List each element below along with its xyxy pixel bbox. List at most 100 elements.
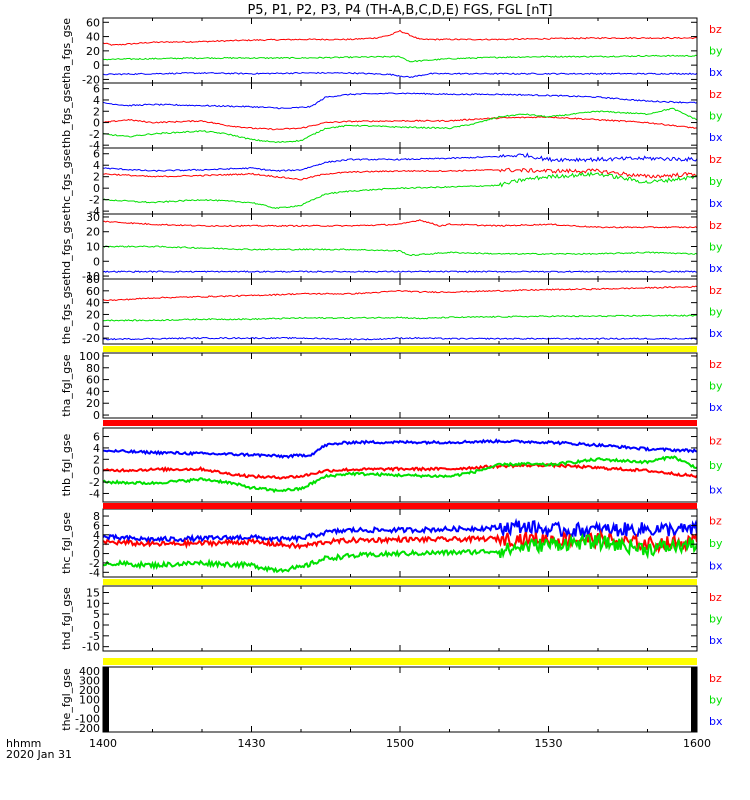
series-by-line	[103, 455, 697, 494]
x-axis-label: hhmm	[6, 737, 41, 750]
series-bx-line	[103, 71, 697, 79]
y-tick-label: 60	[86, 16, 100, 29]
y-tick-label: 0	[93, 255, 100, 268]
y-axis-label: thd_fgl_gse	[60, 587, 73, 650]
legend-bz: bz	[709, 23, 722, 36]
y-tick-label: 80	[86, 362, 100, 375]
y-tick-label: 10	[86, 241, 100, 254]
y-tick-label: 300	[79, 674, 100, 687]
legend-by: by	[709, 537, 723, 550]
series-by-line	[103, 314, 697, 322]
series-by-line	[103, 171, 697, 210]
panel-frame	[102, 82, 698, 149]
y-tick-label: 0	[93, 548, 100, 561]
legend-bz: bz	[709, 434, 722, 447]
y-axis-label: thd_fgs_gse	[60, 214, 73, 280]
flag-bar	[103, 658, 697, 665]
series-bz-line	[103, 462, 697, 480]
y-tick-label: 8	[93, 510, 100, 523]
y-tick-label: 400	[79, 665, 100, 678]
y-tick-label: 0	[93, 117, 100, 130]
panel-frame	[102, 427, 698, 503]
y-tick-label: 10	[86, 597, 100, 610]
y-tick-label: 4	[93, 529, 100, 542]
y-tick-label: 2	[93, 538, 100, 551]
flag-bar	[103, 503, 697, 509]
y-axis-label: the_fgs_gse	[60, 279, 73, 344]
series-bx-line	[103, 270, 697, 273]
flag-bar	[103, 346, 697, 352]
x-axis-date: 2020 Jan 31	[6, 748, 72, 761]
y-tick-label: -4	[89, 139, 100, 152]
y-tick-label: 6	[93, 148, 100, 161]
flag-bars-group	[103, 346, 697, 665]
y-axis-label: tha_fgl_gse	[60, 354, 73, 417]
legend-by: by	[709, 110, 723, 123]
y-tick-label: -10	[82, 641, 100, 654]
legend-bx: bx	[709, 327, 723, 340]
legend-bx: bx	[709, 484, 723, 497]
legend-bz: bz	[709, 358, 722, 371]
y-tick-label: -10	[82, 270, 100, 283]
legend-by: by	[709, 694, 723, 707]
legend-bx: bx	[709, 131, 723, 144]
flag-bar	[103, 579, 697, 585]
y-tick-label: 20	[86, 308, 100, 321]
legend-by: by	[709, 613, 723, 626]
x-tick-label: 1530	[535, 737, 563, 750]
legend-by: by	[709, 380, 723, 393]
legend-bx: bx	[709, 262, 723, 275]
y-tick-label: 4	[93, 442, 100, 455]
legend-bz: bz	[709, 514, 722, 527]
series-bx-line	[103, 152, 697, 173]
series-by-line	[103, 532, 697, 574]
legend-bx: bx	[709, 66, 723, 79]
panel-frame	[102, 585, 698, 652]
y-axis-label: tha_fgs_gse	[60, 18, 73, 83]
x-tick-label: 1430	[238, 737, 266, 750]
y-tick-label: -4	[89, 566, 100, 579]
y-tick-label: 60	[86, 374, 100, 387]
y-tick-label: 0	[93, 465, 100, 478]
series-bx-line	[103, 92, 697, 110]
series-bz-line	[103, 285, 697, 302]
y-tick-label: -2	[89, 476, 100, 489]
y-tick-label: 6	[93, 431, 100, 444]
series-bz-line	[103, 167, 697, 181]
legend-bx: bx	[709, 560, 723, 573]
legend-by: by	[709, 241, 723, 254]
legend-bz: bz	[709, 219, 722, 232]
x-tick-label: 1400	[89, 737, 117, 750]
y-tick-label: 40	[86, 31, 100, 44]
y-tick-label: 0	[93, 59, 100, 72]
y-tick-label: 30	[86, 211, 100, 224]
y-tick-label: 80	[86, 273, 100, 286]
y-tick-label: 6	[93, 519, 100, 532]
series-bz-line	[103, 29, 697, 46]
y-tick-label: -4	[89, 205, 100, 218]
y-tick-label: 0	[93, 409, 100, 422]
right-edge-data	[691, 667, 697, 732]
y-axis-label: thb_fgs_gse	[60, 83, 73, 149]
series-by-line	[103, 245, 697, 257]
y-tick-label: -2	[89, 128, 100, 141]
series-bx-line	[103, 438, 697, 459]
series-bz-line	[103, 116, 697, 131]
y-tick-label: 100	[79, 350, 100, 363]
y-tick-label: 15	[86, 587, 100, 600]
legend-bz: bz	[709, 88, 722, 101]
y-tick-label: 4	[93, 159, 100, 172]
y-tick-label: 0	[93, 703, 100, 716]
legend-by: by	[709, 306, 723, 319]
legend-by: by	[709, 175, 723, 188]
y-tick-label: 20	[86, 45, 100, 58]
y-tick-label: 20	[86, 226, 100, 239]
